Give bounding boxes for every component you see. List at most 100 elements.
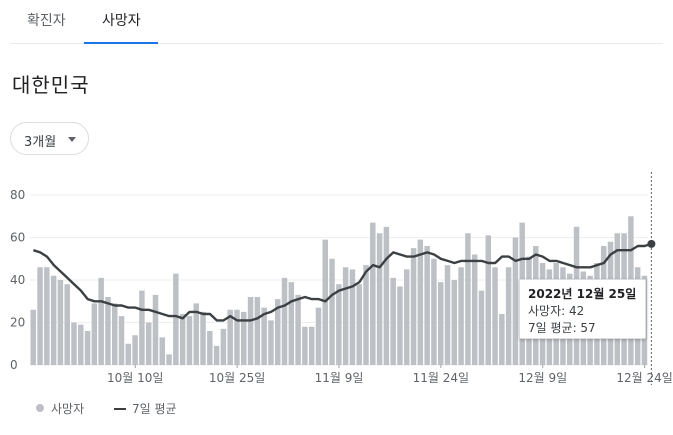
range-dropdown-label: 3개월 <box>24 135 57 150</box>
bar-deaths[interactable] <box>437 282 444 365</box>
bar-deaths[interactable] <box>241 311 247 365</box>
bar-deaths[interactable] <box>71 322 77 366</box>
y-tick-label: 20 <box>10 316 25 330</box>
x-tick-label: 11월 9일 <box>315 371 364 385</box>
bar-deaths[interactable] <box>376 233 383 365</box>
bar-deaths[interactable] <box>370 222 376 365</box>
hover-point <box>647 239 656 248</box>
bar-deaths[interactable] <box>173 273 179 365</box>
bar-deaths[interactable] <box>234 309 240 365</box>
bar-deaths[interactable] <box>30 309 36 365</box>
bar-deaths[interactable] <box>505 267 512 365</box>
legend-item-deaths: 사망자 <box>36 400 84 417</box>
bar-deaths[interactable] <box>132 335 138 365</box>
bar-deaths[interactable] <box>200 311 206 365</box>
y-tick-label: 80 <box>10 188 25 202</box>
bar-deaths[interactable] <box>465 233 471 365</box>
bar-deaths[interactable] <box>64 284 70 365</box>
bar-deaths[interactable] <box>254 297 261 365</box>
line-icon <box>114 408 126 410</box>
bar-deaths[interactable] <box>193 303 199 365</box>
bar-deaths[interactable] <box>166 354 172 365</box>
bar-deaths[interactable] <box>152 294 159 365</box>
bar-deaths[interactable] <box>512 237 519 366</box>
bar-deaths[interactable] <box>397 286 403 365</box>
bar-deaths[interactable] <box>179 314 186 365</box>
bar-deaths[interactable] <box>220 328 227 365</box>
x-tick-label: 12월 9일 <box>518 371 567 385</box>
bar-deaths[interactable] <box>417 239 424 365</box>
bar-deaths[interactable] <box>424 246 430 365</box>
bar-deaths[interactable] <box>261 307 267 365</box>
bar-deaths[interactable] <box>78 324 84 365</box>
tab-deaths[interactable]: 사망자 <box>102 13 141 29</box>
bar-deaths[interactable] <box>125 343 132 365</box>
legend-item-average: 7일 평균 <box>114 400 177 417</box>
bar-deaths[interactable] <box>50 275 57 365</box>
bar-deaths[interactable] <box>145 322 152 366</box>
y-tick-label: 0 <box>10 358 18 372</box>
tab-bar: 확진자 사망자 <box>10 0 663 44</box>
bar-deaths[interactable] <box>478 290 485 365</box>
region-title: 대한민국 <box>12 73 90 97</box>
bar-deaths[interactable] <box>281 277 288 365</box>
range-dropdown[interactable]: 3개월 <box>10 122 89 155</box>
bar-deaths[interactable] <box>336 284 342 365</box>
bar-deaths[interactable] <box>471 254 478 366</box>
bar-deaths[interactable] <box>159 337 166 365</box>
active-tab-indicator <box>84 42 158 44</box>
bar-deaths[interactable] <box>356 284 362 365</box>
bar-deaths[interactable] <box>57 280 64 365</box>
bar-deaths[interactable] <box>499 314 505 365</box>
bar-deaths[interactable] <box>302 326 308 365</box>
bar-deaths[interactable] <box>207 331 213 365</box>
chart-tooltip: 2022년 12월 25일 사망자: 42 7일 평균: 57 <box>519 279 646 339</box>
bar-deaths[interactable] <box>492 267 498 365</box>
bar-deaths[interactable] <box>363 265 369 365</box>
bar-deaths[interactable] <box>247 297 254 365</box>
bar-deaths[interactable] <box>227 309 233 365</box>
bar-deaths[interactable] <box>295 294 301 365</box>
bar-deaths[interactable] <box>349 269 356 365</box>
y-tick-label: 60 <box>10 231 25 245</box>
bar-deaths[interactable] <box>458 267 464 365</box>
bar-deaths[interactable] <box>431 258 437 365</box>
bar-deaths[interactable] <box>91 303 98 365</box>
chevron-down-icon <box>68 137 76 142</box>
bar-deaths[interactable] <box>410 248 417 365</box>
bar-deaths[interactable] <box>288 282 295 365</box>
deaths-chart: 0 20 40 60 80 10월 10일 10월 25일 11월 9일 11월 24일 12월 … <box>10 172 673 385</box>
y-tick-label: 40 <box>10 273 25 287</box>
x-tick-label: 12월 24일 <box>616 371 672 385</box>
bar-deaths[interactable] <box>186 316 193 365</box>
bar-deaths[interactable] <box>342 267 349 365</box>
bar-deaths[interactable] <box>451 280 458 365</box>
line-7day-average <box>33 242 652 322</box>
legend-label-deaths: 사망자 <box>51 402 85 416</box>
bar-deaths[interactable] <box>444 265 451 365</box>
legend-label-average: 7일 평균 <box>132 402 177 416</box>
x-tick-label: 11월 24일 <box>413 371 469 385</box>
bar-deaths[interactable] <box>111 303 118 365</box>
tab-confirmed-cases[interactable]: 확진자 <box>27 13 66 29</box>
bar-deaths[interactable] <box>329 258 335 365</box>
dot-icon <box>36 404 44 412</box>
bar-deaths[interactable] <box>118 316 125 365</box>
bar-deaths[interactable] <box>139 290 145 365</box>
bar-deaths[interactable] <box>315 307 322 365</box>
bar-deaths[interactable] <box>404 269 410 365</box>
bar-deaths[interactable] <box>105 297 111 365</box>
bar-deaths[interactable] <box>37 267 43 365</box>
bar-deaths[interactable] <box>485 235 492 365</box>
tooltip-deaths: 사망자: 42 <box>528 304 585 318</box>
bar-deaths[interactable] <box>84 331 91 365</box>
x-tick-label: 10월 10일 <box>107 371 163 385</box>
bar-deaths[interactable] <box>44 267 50 365</box>
bar-deaths[interactable] <box>268 320 274 365</box>
bar-deaths[interactable] <box>98 277 104 365</box>
bar-deaths[interactable] <box>383 226 390 365</box>
bar-deaths[interactable] <box>390 277 396 365</box>
bar-deaths[interactable] <box>274 299 281 365</box>
bar-deaths[interactable] <box>308 326 315 365</box>
bar-deaths[interactable] <box>213 345 220 365</box>
